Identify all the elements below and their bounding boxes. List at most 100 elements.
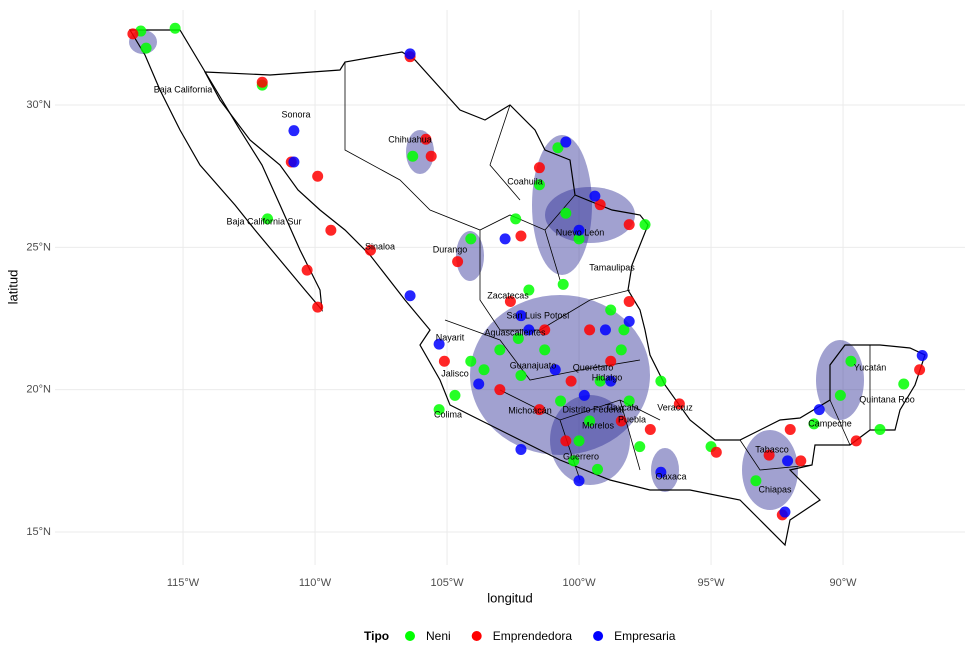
point: [710, 446, 722, 458]
point: [494, 384, 506, 396]
point: [578, 389, 590, 401]
legend: Tipo Neni Emprendedora Empresaria: [364, 629, 676, 643]
point: [795, 455, 807, 467]
point: [312, 301, 324, 313]
point: [523, 284, 535, 296]
point: [504, 295, 516, 307]
grid: [55, 10, 965, 565]
state-label: Morelos: [582, 420, 615, 430]
point: [589, 190, 601, 202]
point: [605, 375, 617, 387]
state-label: Durango: [433, 244, 468, 254]
y-tick-label: 15°N: [26, 526, 51, 538]
point: [262, 213, 274, 225]
point: [499, 233, 511, 245]
point: [623, 295, 635, 307]
x-tick-label: 95°W: [698, 577, 726, 589]
state-label: Baja California: [154, 84, 213, 94]
state-label: Veracruz: [657, 402, 693, 412]
point: [655, 466, 667, 478]
point: [512, 332, 524, 344]
point: [623, 395, 635, 407]
state-label: Querétaro: [573, 362, 614, 372]
point: [916, 350, 928, 362]
point: [515, 230, 527, 242]
point: [169, 22, 181, 34]
point: [533, 162, 545, 174]
point: [784, 424, 796, 436]
point: [592, 463, 604, 475]
state-label: Sonora: [281, 109, 310, 119]
point: [750, 475, 762, 487]
legend-label: Empresaria: [614, 629, 676, 643]
state-label: Tlaxcala: [605, 402, 639, 412]
state-label: Guerrero: [563, 451, 599, 461]
point: [615, 344, 627, 356]
point: [515, 310, 527, 322]
x-tick-label: 115°W: [167, 577, 200, 589]
point: [433, 404, 445, 416]
point: [473, 378, 485, 390]
point: [808, 418, 820, 430]
point: [573, 475, 585, 487]
point: [573, 224, 585, 236]
point: [515, 369, 527, 381]
point: [515, 443, 527, 455]
point: [779, 506, 791, 518]
point: [594, 199, 606, 211]
state-label: Tabasco: [755, 444, 789, 454]
point: [782, 455, 794, 467]
point: [539, 324, 551, 336]
point: [407, 150, 419, 162]
x-axis-title: longitud: [487, 590, 533, 605]
state-label: Hidalgo: [592, 372, 623, 382]
point: [565, 375, 577, 387]
point: [404, 48, 416, 60]
point: [584, 324, 596, 336]
point: [433, 338, 445, 350]
state-label: Michoacán: [508, 405, 552, 415]
point: [494, 344, 506, 356]
state-label: Sinaloa: [365, 241, 395, 251]
point: [140, 42, 152, 54]
legend-swatch: [405, 631, 415, 641]
state-labels: Baja California Sonora Chihuahua Coahuila Nu…: [154, 84, 915, 494]
point: [584, 415, 596, 427]
y-axis-title: latitud: [5, 270, 20, 305]
point: [673, 398, 685, 410]
point: [510, 213, 522, 225]
point: [555, 395, 567, 407]
point: [644, 424, 656, 436]
point: [874, 424, 886, 436]
state-label: Coahuila: [507, 176, 543, 186]
x-tick-label: 105°W: [430, 577, 464, 589]
point: [420, 133, 432, 145]
state-label: Aguascalientes: [484, 327, 546, 337]
legend-swatch: [471, 631, 482, 641]
point: [914, 364, 926, 376]
points: [127, 22, 928, 521]
point: [618, 324, 630, 336]
point: [573, 233, 585, 245]
y-tick-label: 25°N: [26, 241, 51, 253]
state-label: Distrito Federal: [562, 404, 623, 414]
point: [438, 355, 450, 367]
x-tick-label: 90°W: [830, 577, 858, 589]
point: [404, 290, 416, 302]
point: [594, 375, 606, 387]
point: [552, 142, 564, 154]
state-label: Nayarit: [436, 332, 465, 342]
point: [623, 219, 635, 231]
state-label: Chiapas: [758, 484, 792, 494]
baja-peninsula: [128, 29, 323, 312]
point: [560, 136, 572, 148]
point: [465, 233, 477, 245]
point: [325, 224, 337, 236]
point: [605, 304, 617, 316]
point: [599, 324, 611, 336]
state-label: Oaxaca: [655, 471, 686, 481]
density: [545, 187, 635, 243]
point: [560, 207, 572, 219]
legend-label: Neni: [426, 629, 451, 643]
